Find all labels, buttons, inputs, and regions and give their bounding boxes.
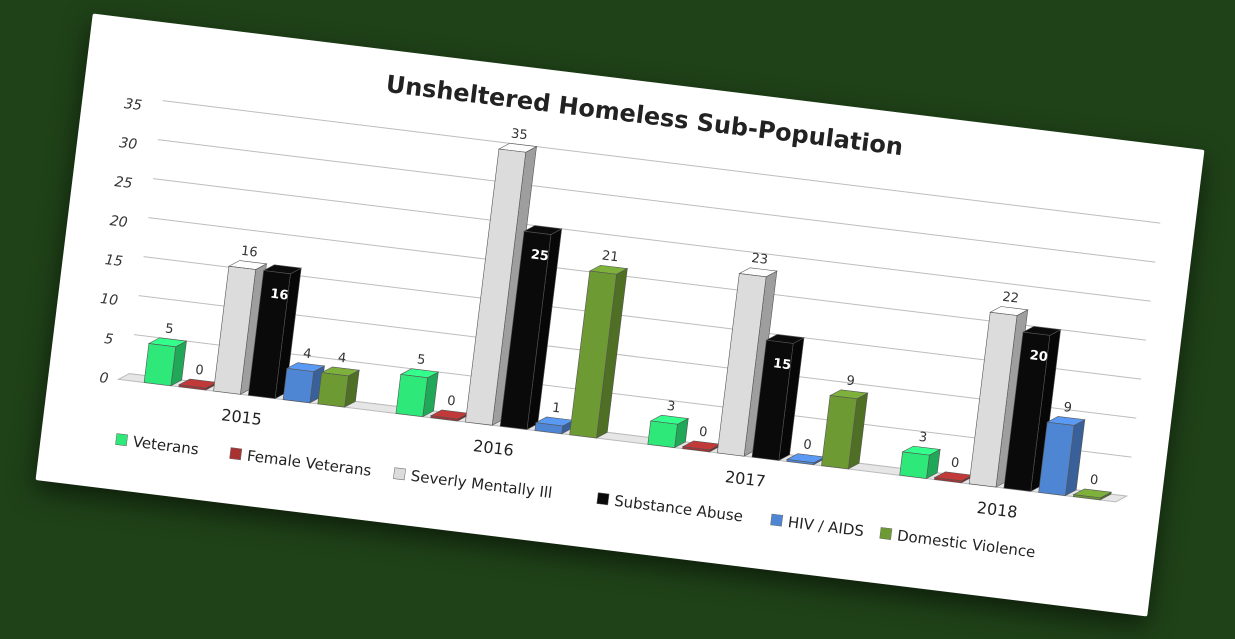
data-label: 16: [269, 287, 289, 304]
data-label: 0: [194, 363, 204, 379]
bar: [968, 311, 1018, 488]
gridline: [138, 295, 1137, 419]
data-label: 4: [302, 346, 312, 362]
data-label: 21: [601, 248, 619, 265]
x-category-label: 2015: [220, 405, 263, 429]
gridline: [162, 100, 1161, 224]
data-label: 16: [240, 244, 258, 261]
y-tick-label: 15: [104, 252, 124, 270]
data-label: 5: [416, 352, 426, 368]
gridline: [153, 178, 1151, 302]
chart: Unsheltered Homeless Sub-Population 0510…: [99, 70, 1161, 561]
y-tick-label: 35: [123, 96, 143, 114]
data-label: 1: [551, 401, 561, 417]
data-label: 0: [446, 394, 456, 410]
data-label: 3: [666, 399, 676, 415]
chart-floor: [116, 373, 1129, 503]
gridline: [133, 334, 1132, 458]
x-category-label: 2017: [724, 467, 767, 491]
legend-label: Female Veterans: [246, 447, 373, 480]
gridline: [157, 139, 1156, 263]
bar: [647, 420, 678, 448]
bar: [821, 395, 858, 470]
data-label: 35: [510, 126, 528, 143]
gridlines: [116, 100, 1161, 503]
data-labels: 5 0 16 16 4 4 5 0 35 25 1 21 3 0 23 15 0 9 3 0 22 20 9 0: [164, 126, 1099, 489]
legend-label: Veterans: [132, 433, 200, 459]
x-category-label: 2016: [472, 436, 515, 460]
legend-swatch: [879, 527, 893, 540]
data-label: 15: [772, 356, 792, 373]
bar: [1003, 331, 1051, 492]
x-category-label: 2018: [976, 498, 1019, 522]
bar: [786, 459, 815, 466]
data-label: 4: [337, 351, 347, 367]
bar: [178, 384, 207, 391]
legend-swatch: [393, 467, 406, 481]
data-label: 25: [530, 247, 550, 264]
data-label: 5: [164, 321, 174, 337]
data-label: 0: [802, 437, 812, 453]
y-tick-label: 20: [109, 213, 129, 231]
bars: [143, 142, 1113, 501]
bar: [465, 148, 527, 426]
bar: [569, 270, 617, 439]
chart-title: Unsheltered Homeless Sub-Population: [384, 70, 904, 161]
y-tick-label: 30: [118, 135, 138, 153]
legend-label: Domestic Violence: [896, 526, 1036, 561]
gridline: [143, 256, 1142, 380]
data-label: 20: [1029, 348, 1049, 365]
y-tick-label: 25: [114, 174, 134, 192]
bar: [317, 372, 349, 408]
legend-swatch: [596, 492, 610, 506]
legend-label: Substance Abuse: [613, 492, 744, 526]
data-label: 23: [751, 251, 769, 268]
bar: [1038, 421, 1075, 496]
bar: [1073, 494, 1101, 501]
bar: [934, 477, 962, 484]
legend-label: HIV / AIDS: [787, 513, 865, 540]
x-axis-categories: 2015 2016 2017 2018: [220, 405, 1018, 522]
legend: Veterans Female Veterans Severly Mentally …: [115, 433, 1036, 561]
bar: [143, 343, 177, 387]
bar: [716, 273, 767, 457]
data-label: 22: [1001, 290, 1019, 307]
data-label: 9: [1063, 400, 1073, 416]
bar: [751, 339, 794, 461]
data-label: 0: [1089, 473, 1099, 489]
legend-swatch: [770, 513, 784, 527]
data-label: 9: [845, 373, 855, 389]
y-tick-label: 10: [99, 291, 119, 309]
data-label: 3: [918, 430, 928, 446]
legend-label: Severly Mentally Ill: [410, 467, 553, 502]
bar: [534, 422, 564, 435]
y-tick-label: 5: [103, 331, 114, 348]
bar: [430, 415, 459, 422]
bar: [213, 265, 257, 395]
bar: [247, 270, 291, 399]
chart-card: Unsheltered Homeless Sub-Population 0 5 10…: [35, 13, 1205, 617]
bar: [395, 374, 428, 418]
legend-swatch: [229, 447, 243, 461]
bar: [282, 368, 315, 404]
data-label: 0: [698, 425, 708, 441]
bar: [499, 230, 552, 430]
legend-swatch: [115, 433, 128, 447]
bar: [682, 446, 710, 453]
bar: [899, 451, 930, 479]
y-tick-label: 0: [99, 370, 110, 387]
data-label: 0: [950, 455, 960, 471]
gridline: [148, 217, 1146, 341]
y-axis-ticks: 0 5 10 15 20 25 30 35: [99, 96, 143, 387]
